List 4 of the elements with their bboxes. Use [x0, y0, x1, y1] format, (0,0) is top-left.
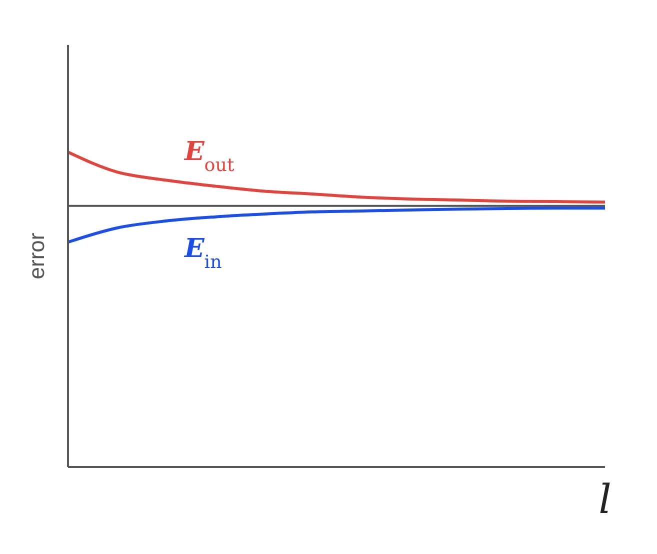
- y-axis-title: error: [24, 232, 49, 280]
- x-axis-title: l: [598, 477, 612, 523]
- series-label: E$_{in}$: [183, 234, 222, 272]
- series-label: E$_{out}$: [183, 137, 235, 176]
